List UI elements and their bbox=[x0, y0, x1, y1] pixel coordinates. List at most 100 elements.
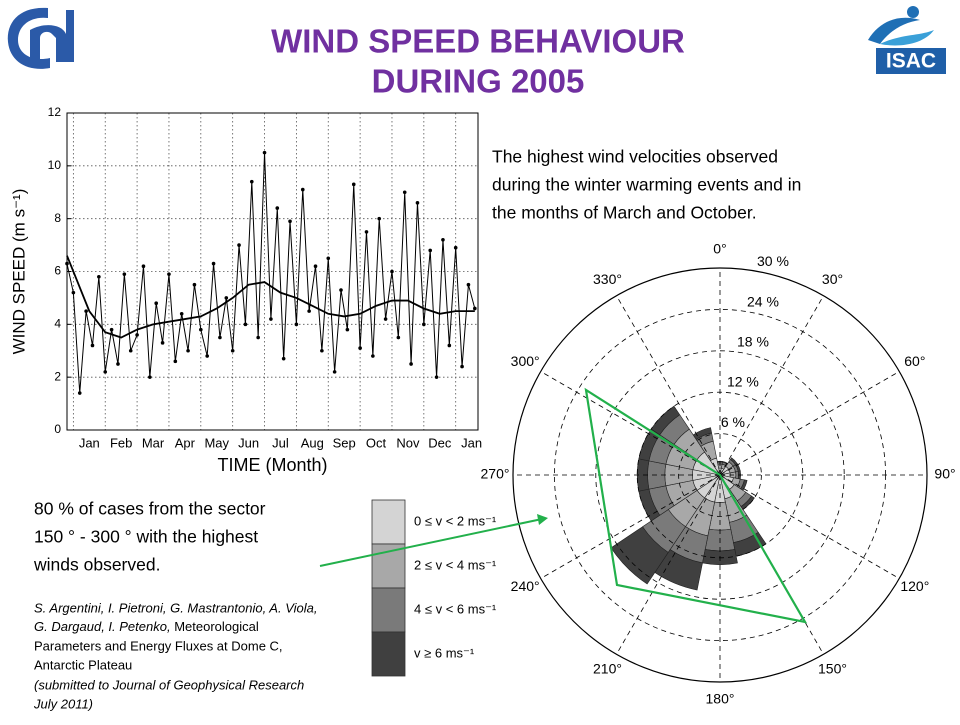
y-tick-label: 8 bbox=[54, 211, 61, 225]
data-point bbox=[332, 370, 337, 374]
data-point bbox=[364, 230, 369, 234]
x-tick-label: Dec bbox=[428, 435, 452, 450]
annotation bbox=[319, 387, 808, 624]
outer-circle bbox=[512, 267, 928, 683]
theta-tick-label: 60° bbox=[904, 353, 925, 369]
data-point bbox=[371, 354, 375, 358]
data-point bbox=[148, 375, 152, 379]
radial-line bbox=[719, 474, 900, 579]
data-point bbox=[90, 343, 95, 348]
arrow-head bbox=[537, 514, 548, 525]
data-point bbox=[211, 261, 216, 266]
y-tick-label: 0 bbox=[54, 422, 61, 436]
data-point bbox=[453, 245, 458, 250]
sector-outline bbox=[584, 387, 808, 624]
x-tick-label: Aug bbox=[301, 435, 324, 450]
data-point bbox=[243, 322, 248, 327]
x-tick-label: Jun bbox=[238, 435, 259, 450]
data-point bbox=[313, 264, 318, 269]
citation: Meteorological bbox=[174, 619, 259, 634]
plot-frame bbox=[66, 112, 479, 431]
data-point bbox=[275, 206, 280, 210]
theta-tick-label: 0° bbox=[713, 241, 726, 257]
data-point bbox=[460, 364, 464, 369]
data-point bbox=[84, 309, 88, 313]
rose-segment bbox=[650, 405, 681, 436]
data-point bbox=[128, 348, 133, 353]
legend-swatch bbox=[371, 587, 406, 633]
legend-label: v ≥ 6 ms⁻¹ bbox=[414, 645, 475, 660]
data-point bbox=[466, 282, 471, 287]
data-point bbox=[218, 335, 222, 340]
theta-tick-label: 210° bbox=[593, 661, 622, 677]
radial-line bbox=[616, 295, 721, 476]
data-point bbox=[358, 346, 362, 350]
radial-line bbox=[616, 474, 721, 655]
theta-tick-label: 30° bbox=[822, 271, 843, 287]
radial-line bbox=[719, 371, 900, 476]
y-tick-label: 4 bbox=[54, 317, 61, 331]
x-tick-label: Nov bbox=[396, 435, 420, 450]
data-point bbox=[97, 274, 101, 279]
note-line: The highest wind velocities observed bbox=[492, 147, 778, 167]
data-point bbox=[377, 216, 382, 221]
data-point bbox=[224, 296, 229, 300]
data-point bbox=[122, 272, 127, 276]
data-point bbox=[428, 248, 433, 253]
citation: July 2011) bbox=[33, 696, 93, 711]
data-point bbox=[205, 354, 209, 358]
data-point bbox=[116, 362, 120, 366]
x-tick-label: Sep bbox=[333, 435, 356, 450]
theta-tick-label: 300° bbox=[511, 353, 540, 369]
theta-tick-label: 120° bbox=[900, 578, 929, 594]
radial-line bbox=[540, 371, 721, 476]
theta-tick-label: 90° bbox=[934, 466, 955, 482]
citation: Parameters and Energy Fluxes at Dome C, bbox=[34, 638, 283, 653]
citation: (submitted to Journal of Geophysical Res… bbox=[34, 677, 304, 692]
legend-swatch bbox=[371, 631, 406, 677]
data-point bbox=[167, 272, 171, 276]
data-point bbox=[415, 201, 420, 205]
citation: Antarctic Plateau bbox=[34, 657, 132, 672]
data-point bbox=[300, 187, 305, 192]
title-line: WIND SPEED BEHAVIOUR bbox=[271, 23, 685, 60]
data-point bbox=[103, 370, 108, 374]
rose-segment bbox=[692, 427, 713, 440]
y-tick-label: 2 bbox=[54, 369, 61, 383]
y-tick-label: 10 bbox=[48, 158, 62, 172]
data-point bbox=[269, 317, 273, 321]
citation: G. Dargaud, I. Petenko, bbox=[34, 619, 171, 634]
data-point bbox=[160, 341, 165, 345]
data-point bbox=[173, 359, 178, 364]
x-tick-label: Mar bbox=[142, 435, 165, 450]
data-point bbox=[109, 327, 114, 332]
data-point bbox=[390, 269, 394, 274]
data-point bbox=[141, 264, 146, 269]
r-tick-label: 30 % bbox=[757, 253, 789, 269]
wind-rose-chart: 6 % 12 % 18 % 24 % 30 % 0° 30° 60° 90° 120° 150° 18… bbox=[371, 241, 956, 707]
note-line: winds observed. bbox=[33, 555, 160, 575]
note-line: during the winter warming events and in bbox=[492, 175, 801, 195]
x-tick-label: Jan bbox=[461, 435, 482, 450]
title-line: DURING 2005 bbox=[372, 63, 585, 100]
series-line bbox=[66, 255, 475, 339]
data-point bbox=[192, 282, 197, 287]
data-point bbox=[345, 327, 350, 332]
x-tick-label: Oct bbox=[366, 435, 387, 450]
note-line: 150 ° - 300 ° with the highest bbox=[34, 527, 258, 547]
y-tick-label: 12 bbox=[48, 105, 62, 119]
x-tick-label: Apr bbox=[175, 435, 196, 450]
data-point bbox=[154, 301, 159, 306]
data-point bbox=[230, 348, 235, 353]
data-point bbox=[262, 150, 267, 155]
data-point bbox=[307, 309, 311, 313]
r-tick-label: 6 % bbox=[721, 414, 745, 430]
data-point bbox=[186, 348, 190, 353]
citation: G. Dargaud, I. Petenko, Meteorological bbox=[34, 619, 259, 634]
data-point bbox=[473, 306, 477, 311]
x-axis-label: TIME (Month) bbox=[217, 455, 327, 475]
legend-swatch bbox=[371, 499, 406, 545]
x-tick-label: Jan bbox=[79, 435, 100, 450]
x-tick-label: Feb bbox=[110, 435, 132, 450]
